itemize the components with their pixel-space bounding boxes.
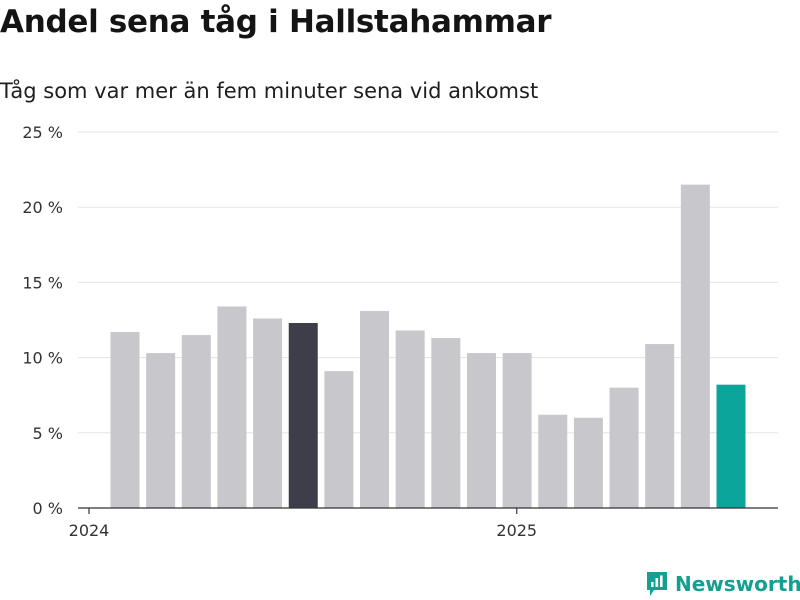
bar[interactable] bbox=[573, 417, 603, 508]
bar[interactable] bbox=[502, 353, 532, 508]
x-axis: 2024 2025 bbox=[69, 507, 778, 540]
bars bbox=[110, 184, 746, 508]
bar[interactable] bbox=[288, 323, 318, 508]
chart-subtitle: Tåg som var mer än fem minuter sena vid … bbox=[0, 79, 539, 103]
x-tick-label: 2024 bbox=[69, 521, 110, 540]
bar[interactable] bbox=[395, 330, 425, 508]
bar[interactable] bbox=[645, 344, 675, 508]
brand-name: Newsworthy bbox=[675, 572, 800, 596]
bar[interactable] bbox=[538, 414, 568, 508]
bar[interactable] bbox=[716, 384, 746, 508]
y-tick-label: 5 % bbox=[33, 424, 63, 443]
y-tick-label: 10 % bbox=[22, 349, 63, 368]
bar[interactable] bbox=[466, 353, 496, 508]
y-tick-label: 0 % bbox=[33, 499, 63, 518]
bar[interactable] bbox=[181, 335, 211, 508]
y-tick-label: 15 % bbox=[22, 273, 63, 292]
bar[interactable] bbox=[431, 338, 461, 508]
newsworthy-logo-icon bbox=[647, 572, 667, 596]
x-tick-label: 2025 bbox=[496, 521, 537, 540]
y-axis-ticks: 0 % 5 % 10 % 15 % 20 % 25 % bbox=[22, 123, 63, 518]
chart-title: Andel sena tåg i Hallstahammar bbox=[0, 4, 552, 40]
y-tick-label: 20 % bbox=[22, 198, 63, 217]
bar[interactable] bbox=[324, 371, 354, 508]
bar[interactable] bbox=[253, 318, 283, 508]
bar[interactable] bbox=[360, 310, 390, 508]
y-tick-label: 25 % bbox=[22, 123, 63, 142]
bar[interactable] bbox=[609, 387, 639, 508]
bar[interactable] bbox=[146, 353, 176, 508]
bar[interactable] bbox=[110, 332, 140, 508]
bar[interactable] bbox=[680, 184, 710, 508]
newsworthy-brand[interactable]: Newsworthy bbox=[645, 570, 800, 598]
bar[interactable] bbox=[217, 306, 247, 508]
